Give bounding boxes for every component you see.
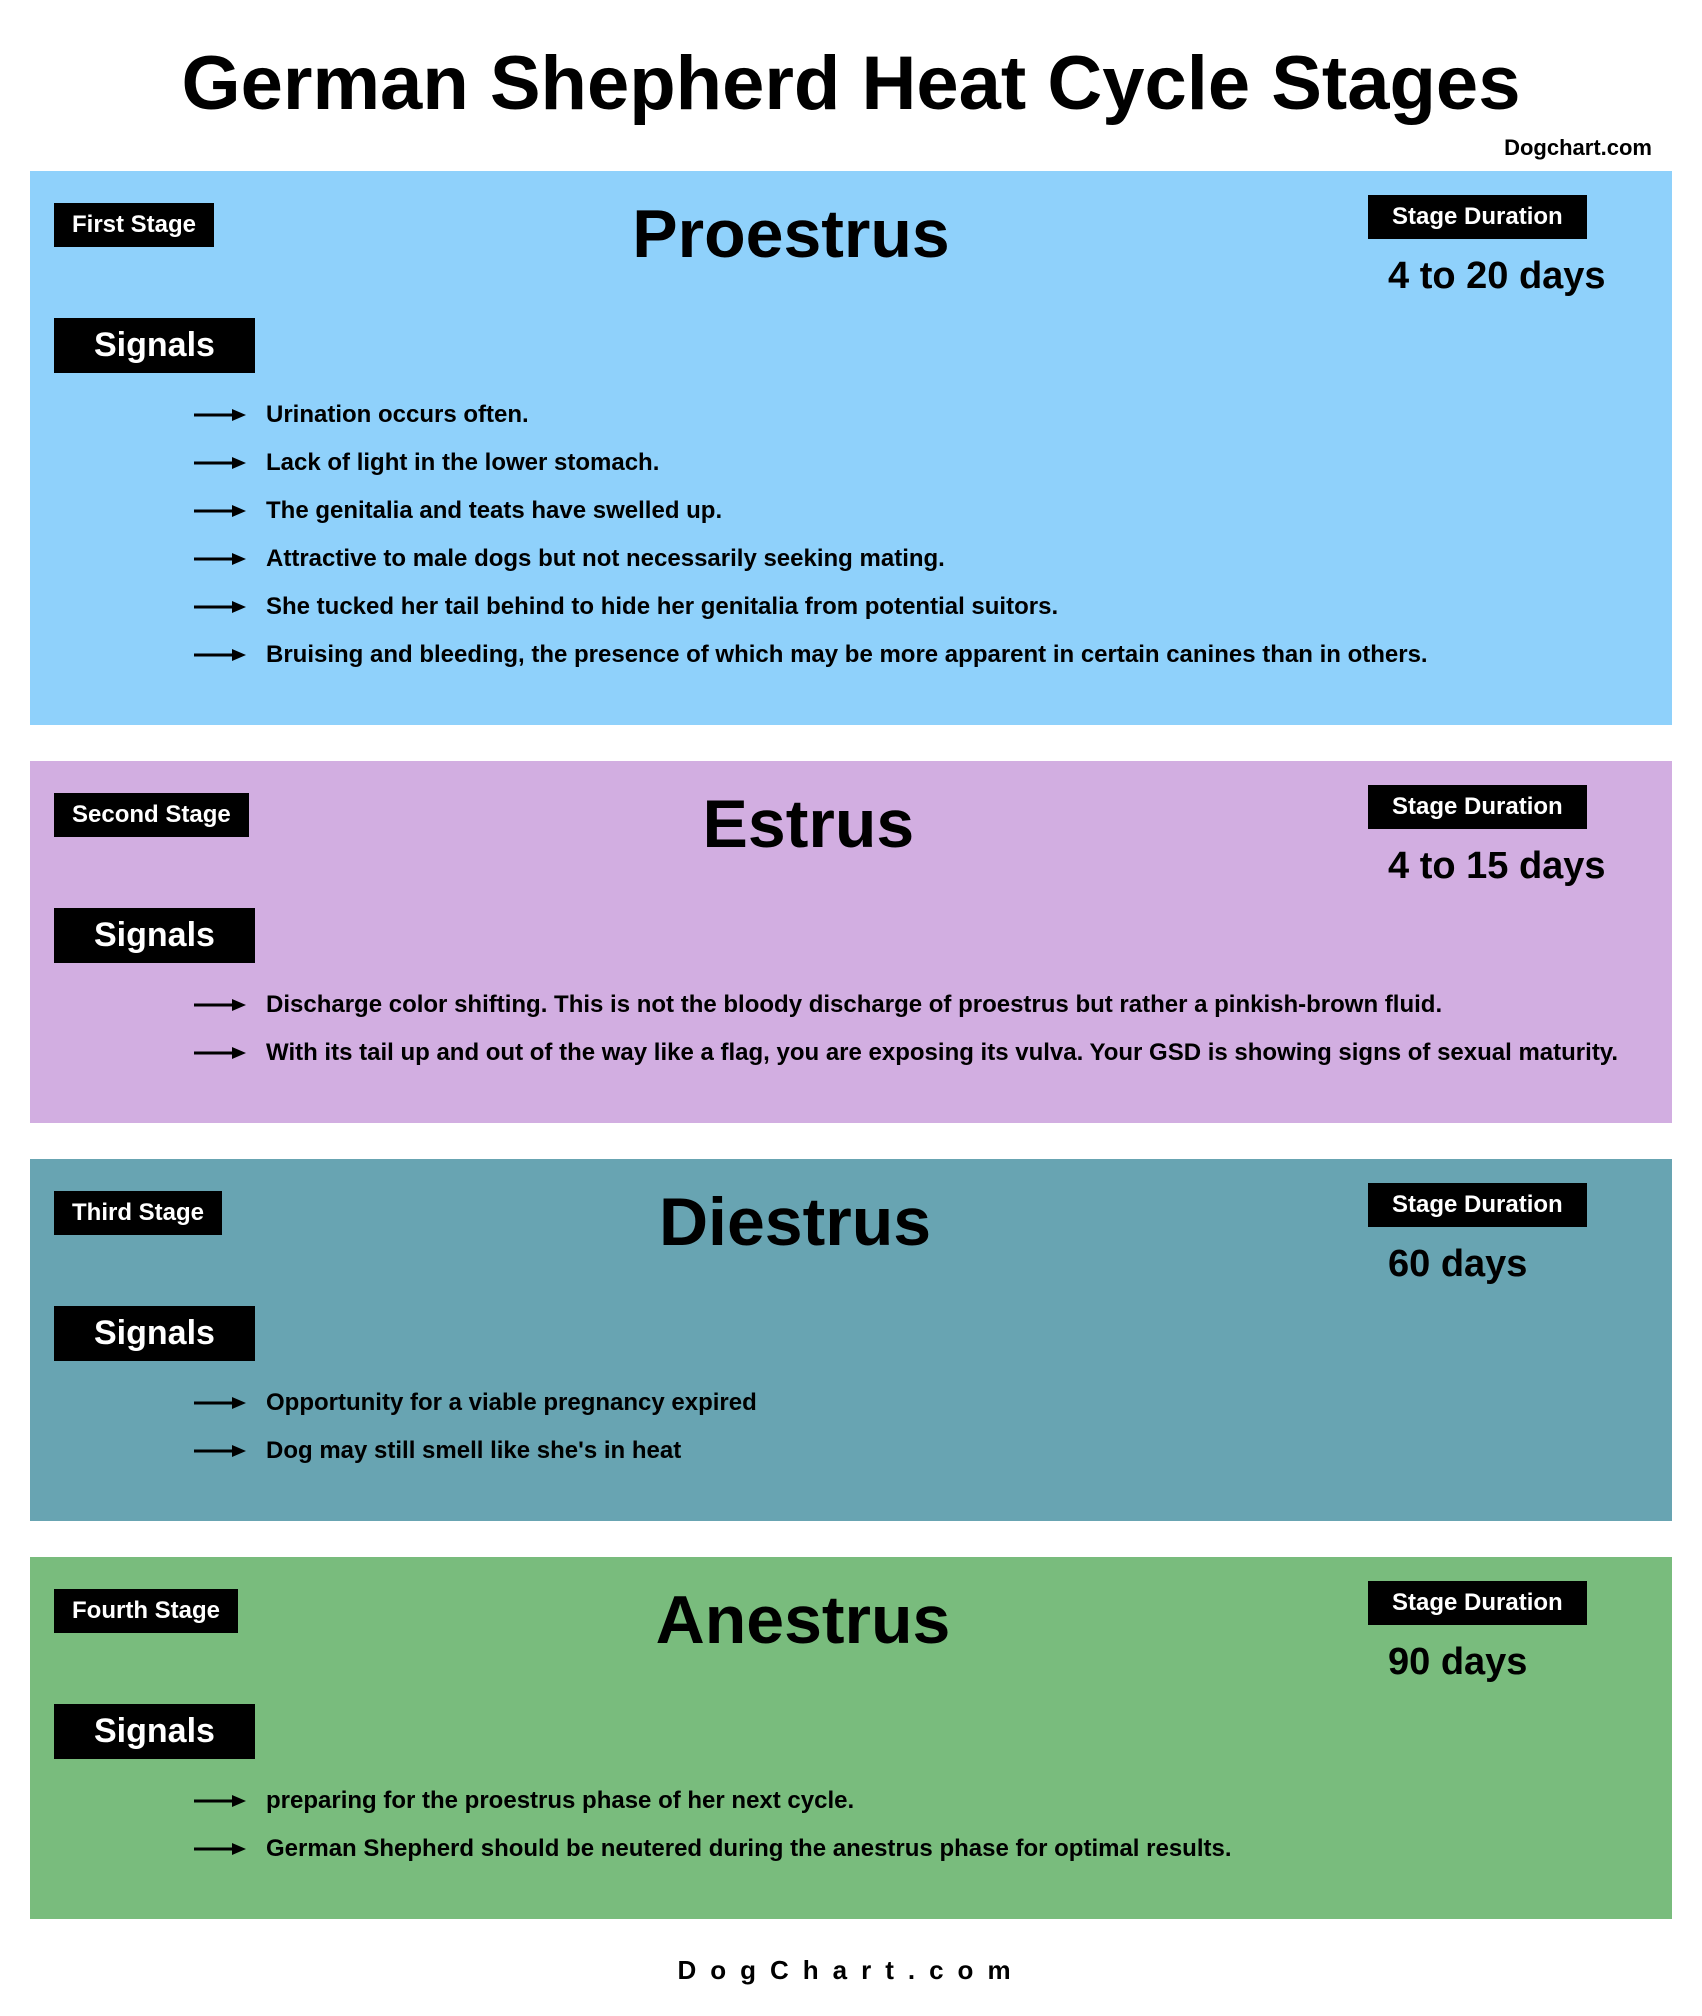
duration-column: Stage Duration 60 days [1368, 1183, 1648, 1286]
signal-text: With its tail up and out of the way like… [266, 1039, 1618, 1067]
signal-text: Urination occurs often. [266, 401, 529, 429]
stage-card-diestrus: Third Stage Diestrus Stage Duration 60 d… [30, 1159, 1672, 1521]
header-credit: Dogchart.com [30, 135, 1672, 161]
signal-text: Bruising and bleeding, the presence of w… [266, 641, 1428, 669]
stage-order-label: First Stage [54, 203, 214, 247]
signal-text: preparing for the proestrus phase of her… [266, 1787, 854, 1815]
signals-label: Signals [54, 908, 255, 963]
signals-label: Signals [54, 1306, 255, 1361]
stage-title: Anestrus [238, 1581, 1368, 1659]
signals-label: Signals [54, 1704, 255, 1759]
signal-item: She tucked her tail behind to hide her g… [194, 593, 1648, 621]
stage-order-label: Fourth Stage [54, 1589, 238, 1633]
page-title: German Shepherd Heat Cycle Stages [30, 40, 1672, 127]
duration-label: Stage Duration [1368, 195, 1587, 239]
signal-text: The genitalia and teats have swelled up. [266, 497, 722, 525]
stage-card-anestrus: Fourth Stage Anestrus Stage Duration 90 … [30, 1557, 1672, 1919]
signals-list: Discharge color shifting. This is not th… [54, 991, 1648, 1067]
signal-text: German Shepherd should be neutered durin… [266, 1835, 1232, 1863]
stages-container: First Stage Proestrus Stage Duration 4 t… [30, 171, 1672, 1919]
stage-order-label: Third Stage [54, 1191, 222, 1235]
signals-list: Opportunity for a viable pregnancy expir… [54, 1389, 1648, 1465]
arrow-icon [194, 1794, 246, 1808]
duration-value: 60 days [1368, 1243, 1648, 1286]
signal-item: Bruising and bleeding, the presence of w… [194, 641, 1648, 669]
signal-text: Opportunity for a viable pregnancy expir… [266, 1389, 757, 1417]
arrow-icon [194, 504, 246, 518]
arrow-icon [194, 1396, 246, 1410]
duration-label: Stage Duration [1368, 785, 1587, 829]
arrow-icon [194, 1842, 246, 1856]
signal-text: She tucked her tail behind to hide her g… [266, 593, 1058, 621]
stage-header-row: Third Stage Diestrus Stage Duration 60 d… [54, 1183, 1648, 1286]
stage-order-label: Second Stage [54, 793, 249, 837]
signal-item: Opportunity for a viable pregnancy expir… [194, 1389, 1648, 1417]
arrow-icon [194, 408, 246, 422]
signal-item: Discharge color shifting. This is not th… [194, 991, 1648, 1019]
stage-header-row: Fourth Stage Anestrus Stage Duration 90 … [54, 1581, 1648, 1684]
signal-text: Attractive to male dogs but not necessar… [266, 545, 945, 573]
stage-card-proestrus: First Stage Proestrus Stage Duration 4 t… [30, 171, 1672, 725]
stage-title: Diestrus [222, 1183, 1368, 1261]
stage-title: Estrus [249, 785, 1368, 863]
stage-title: Proestrus [214, 195, 1368, 273]
signal-text: Dog may still smell like she's in heat [266, 1437, 681, 1465]
arrow-icon [194, 456, 246, 470]
arrow-icon [194, 552, 246, 566]
signal-item: Lack of light in the lower stomach. [194, 449, 1648, 477]
arrow-icon [194, 600, 246, 614]
duration-value: 90 days [1368, 1641, 1648, 1684]
duration-value: 4 to 15 days [1368, 845, 1648, 888]
arrow-icon [194, 1046, 246, 1060]
signals-list: preparing for the proestrus phase of her… [54, 1787, 1648, 1863]
arrow-icon [194, 1444, 246, 1458]
signal-item: With its tail up and out of the way like… [194, 1039, 1648, 1067]
duration-value: 4 to 20 days [1368, 255, 1648, 298]
signal-item: Dog may still smell like she's in heat [194, 1437, 1648, 1465]
stage-header-row: First Stage Proestrus Stage Duration 4 t… [54, 195, 1648, 298]
signal-item: The genitalia and teats have swelled up. [194, 497, 1648, 525]
footer-credit: DogChart.com [30, 1955, 1672, 1986]
signal-item: Urination occurs often. [194, 401, 1648, 429]
signal-item: preparing for the proestrus phase of her… [194, 1787, 1648, 1815]
stage-header-row: Second Stage Estrus Stage Duration 4 to … [54, 785, 1648, 888]
signals-list: Urination occurs often. Lack of light in… [54, 401, 1648, 669]
stage-card-estrus: Second Stage Estrus Stage Duration 4 to … [30, 761, 1672, 1123]
signal-text: Lack of light in the lower stomach. [266, 449, 659, 477]
signal-item: Attractive to male dogs but not necessar… [194, 545, 1648, 573]
duration-label: Stage Duration [1368, 1581, 1587, 1625]
arrow-icon [194, 648, 246, 662]
arrow-icon [194, 998, 246, 1012]
signals-label: Signals [54, 318, 255, 373]
signal-item: German Shepherd should be neutered durin… [194, 1835, 1648, 1863]
duration-label: Stage Duration [1368, 1183, 1587, 1227]
duration-column: Stage Duration 4 to 20 days [1368, 195, 1648, 298]
duration-column: Stage Duration 4 to 15 days [1368, 785, 1648, 888]
signal-text: Discharge color shifting. This is not th… [266, 991, 1442, 1019]
duration-column: Stage Duration 90 days [1368, 1581, 1648, 1684]
